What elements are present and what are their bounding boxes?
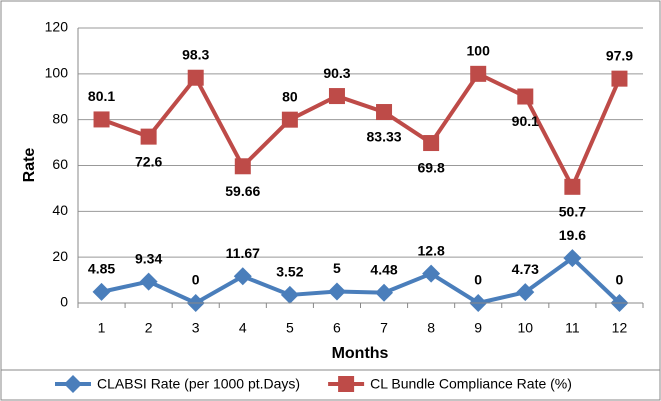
data-label: 19.6 xyxy=(559,227,586,243)
x-tick-label: 2 xyxy=(145,320,153,336)
x-tick-label: 10 xyxy=(518,320,534,336)
y-tick-label: 80 xyxy=(52,110,68,126)
data-label: 9.34 xyxy=(135,250,162,266)
data-point xyxy=(327,282,346,301)
data-label: 59.66 xyxy=(225,183,260,199)
data-point xyxy=(281,111,298,128)
data-label: 11.67 xyxy=(226,245,260,261)
legend-marker xyxy=(338,376,355,392)
x-tick-label: 5 xyxy=(286,320,294,336)
data-label: 80.1 xyxy=(88,88,115,104)
data-point xyxy=(516,283,535,302)
x-axis-label: Months xyxy=(332,345,389,362)
y-tick-label: 100 xyxy=(45,65,69,81)
data-label: 69.8 xyxy=(418,160,445,176)
data-point xyxy=(234,158,251,175)
x-tick-label: 6 xyxy=(333,320,341,336)
data-point xyxy=(140,128,157,145)
data-label: 0 xyxy=(616,272,624,288)
y-axis-label: Rate xyxy=(21,148,38,183)
data-label: 3.52 xyxy=(276,264,303,280)
y-tick-label: 120 xyxy=(45,19,69,35)
data-label: 0 xyxy=(474,272,482,288)
data-point xyxy=(563,249,582,268)
data-point xyxy=(517,88,534,105)
data-label: 90.3 xyxy=(323,65,350,81)
data-label: 5 xyxy=(333,260,341,276)
data-label: 4.85 xyxy=(88,261,115,277)
data-label: 80 xyxy=(282,88,298,104)
data-point xyxy=(423,135,440,152)
data-point xyxy=(470,65,487,82)
x-tick-label: 4 xyxy=(239,320,247,336)
x-tick-label: 8 xyxy=(427,320,435,336)
data-point xyxy=(187,69,204,86)
data-point xyxy=(376,104,393,121)
y-tick-label: 20 xyxy=(52,248,68,264)
y-tick-label: 60 xyxy=(52,156,68,172)
x-tick-label: 1 xyxy=(98,320,106,336)
y-tick-label: 40 xyxy=(52,202,68,218)
x-tick-label: 11 xyxy=(565,320,580,336)
data-label: 72.6 xyxy=(135,153,162,169)
data-label: 0 xyxy=(192,272,200,288)
data-label: 4.73 xyxy=(512,261,539,277)
data-label: 97.9 xyxy=(606,47,633,63)
data-point xyxy=(139,272,158,291)
data-label: 12.8 xyxy=(418,242,445,258)
data-label: 4.48 xyxy=(370,261,397,277)
data-point xyxy=(564,178,581,195)
legend-marker xyxy=(64,375,82,393)
y-tick-label: 0 xyxy=(60,294,68,310)
series-line xyxy=(100,71,622,189)
data-label: 90.1 xyxy=(512,113,539,129)
data-label: 98.3 xyxy=(182,46,209,62)
data-point xyxy=(328,88,345,105)
data-point xyxy=(93,111,110,128)
x-tick-label: 9 xyxy=(474,320,482,336)
data-label: 100 xyxy=(467,43,491,59)
data-point xyxy=(92,282,111,301)
data-point xyxy=(280,285,299,304)
x-tick-label: 3 xyxy=(192,320,200,336)
data-label: 50.7 xyxy=(559,204,586,220)
data-label: 83.33 xyxy=(367,129,402,145)
data-point xyxy=(375,283,394,302)
legend-label: CL Bundle Compliance Rate (%) xyxy=(370,376,572,392)
data-point xyxy=(611,70,628,87)
data-point xyxy=(233,267,252,286)
x-tick-label: 12 xyxy=(612,320,628,336)
data-point xyxy=(422,264,441,283)
x-tick-label: 7 xyxy=(380,320,388,336)
legend-label: CLABSI Rate (per 1000 pt.Days) xyxy=(97,376,300,392)
series-line xyxy=(101,256,621,305)
